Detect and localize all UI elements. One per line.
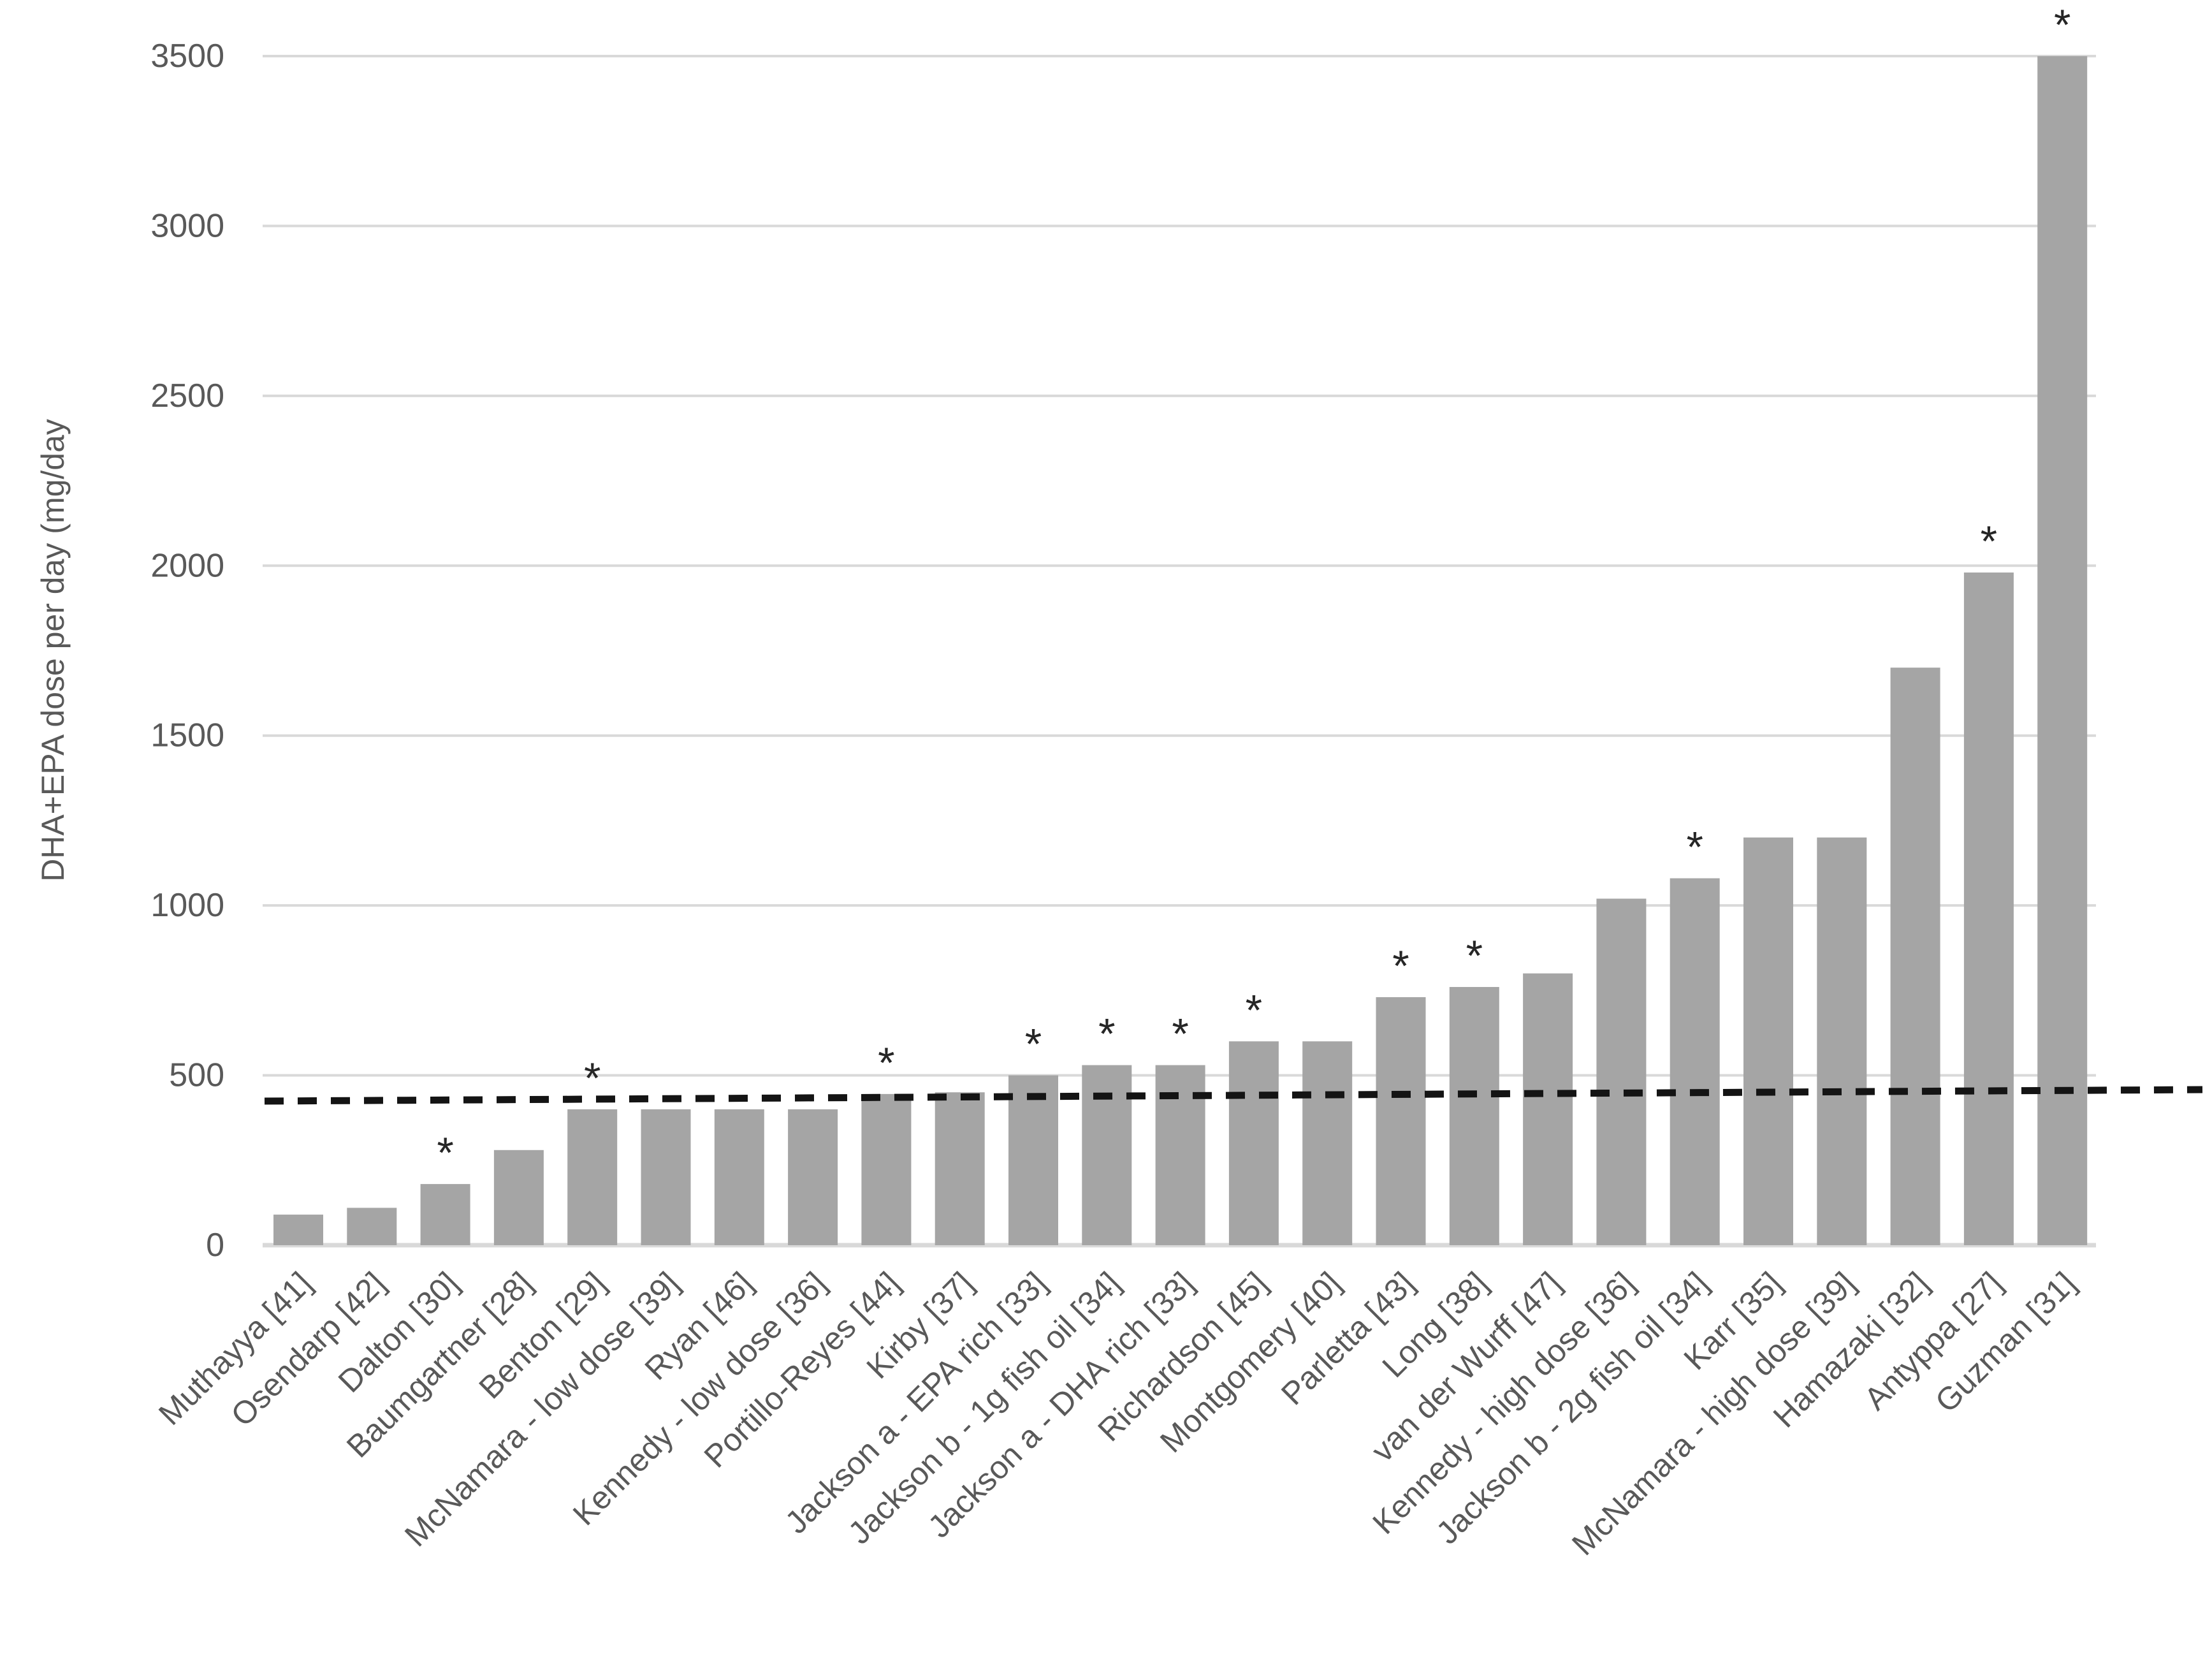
bar [788,1109,838,1245]
asterisk-marker: * [584,1054,600,1102]
y-tick-label: 3000 [150,207,224,244]
bar [714,1109,764,1245]
asterisk-marker: * [1098,1010,1115,1058]
asterisk-marker: * [2054,1,2070,49]
y-tick-label: 1500 [150,717,224,754]
bar [1523,973,1573,1245]
bar [1596,898,1647,1245]
bar [1743,837,1793,1245]
bars [273,56,2088,1245]
bar [641,1109,691,1245]
y-tick-label: 1000 [150,887,224,924]
asterisk-marker: * [1981,517,1997,566]
bar [861,1093,912,1245]
asterisk-marker: * [1686,823,1703,872]
bar [1890,668,1940,1245]
y-tick-label: 0 [206,1227,224,1264]
y-tick-label: 2500 [150,377,224,414]
y-axis-tick-labels: 0 500 1000 1500 2000 2500 3000 3500 [150,38,224,1264]
y-axis-title: DHA+EPA dose per day (mg/day [35,419,71,882]
y-tick-label: 3500 [150,38,224,75]
bar [1963,572,2014,1245]
asterisk-marker: * [1246,986,1262,1034]
bar [1670,878,1720,1245]
y-tick-label: 500 [169,1057,224,1094]
dashed-reference-line [264,1086,2203,1105]
asterisk-marker: * [1466,931,1483,980]
asterisk-marker: * [1392,942,1409,990]
bar [1302,1041,1353,1245]
significance-asterisks: * * * * * * * * * * * * [437,1,2070,1177]
x-axis-category-labels: Muthayya [41]Osendarp [42]Dalton [30]Bau… [152,1265,2083,1562]
asterisk-marker: * [1172,1010,1188,1058]
bar [2037,56,2088,1245]
bar [273,1215,323,1245]
bar [567,1109,618,1245]
bar [420,1184,470,1245]
bar [1376,997,1426,1245]
bar [1008,1075,1058,1245]
y-tick-label: 2000 [150,547,224,584]
bar [935,1092,985,1245]
bar [1082,1065,1132,1245]
bar [1817,837,1867,1245]
bar [1449,987,1499,1245]
bar [347,1208,397,1245]
bar [1228,1041,1279,1245]
asterisk-marker: * [1025,1020,1042,1069]
asterisk-marker: * [437,1129,453,1177]
asterisk-marker: * [878,1039,894,1087]
bar [493,1150,544,1245]
